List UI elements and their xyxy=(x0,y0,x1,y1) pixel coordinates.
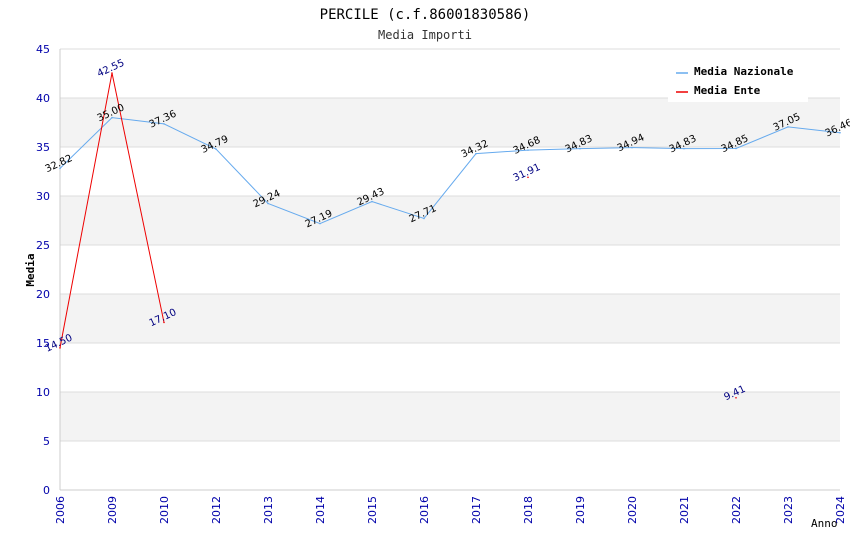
x-tick-label: 2019 xyxy=(574,496,587,524)
y-tick-label: 20 xyxy=(36,288,50,301)
x-tick-label: 2021 xyxy=(678,496,691,524)
data-point-media-nazionale xyxy=(683,147,685,150)
x-tick-label: 2014 xyxy=(314,496,327,524)
data-point-media-ente xyxy=(111,72,113,74)
data-point-media-nazionale xyxy=(267,202,269,205)
chart-title: PERCILE (c.f.86001830586) xyxy=(320,7,531,23)
data-point-media-ente xyxy=(59,347,61,349)
x-tick-label: 2009 xyxy=(106,496,119,524)
data-point-media-nazionale xyxy=(787,126,789,128)
legend: Media Nazionale Media Ente xyxy=(668,60,808,102)
data-point-media-nazionale xyxy=(527,149,529,151)
x-tick-label: 2024 xyxy=(834,496,847,524)
series-line-media-nazionale xyxy=(59,117,841,225)
data-point-media-nazionale xyxy=(423,217,425,220)
data-point-media-nazionale xyxy=(59,167,61,170)
y-axis-label: Media xyxy=(24,253,37,286)
y-tick-label: 0 xyxy=(43,484,50,497)
grid-band xyxy=(60,98,840,147)
series-layer xyxy=(59,72,841,399)
y-tick-label: 40 xyxy=(36,92,50,105)
grid-bands xyxy=(60,49,840,490)
data-point-media-nazionale xyxy=(111,116,113,119)
x-tick-label: 2015 xyxy=(366,496,379,524)
grid-band xyxy=(60,392,840,441)
y-tick-label: 25 xyxy=(36,239,50,252)
data-point-media-nazionale xyxy=(579,147,581,150)
y-tick-label: 35 xyxy=(36,141,50,154)
y-tick-label: 10 xyxy=(36,386,50,399)
data-point-media-nazionale xyxy=(839,131,841,134)
x-ticks: 2006 2009 2010 2012 2013 2014 2015 2016 2017 2018… xyxy=(54,496,847,524)
grid-band xyxy=(60,245,840,294)
x-tick-label: 2010 xyxy=(158,496,171,524)
y-tick-label: 15 xyxy=(36,337,50,350)
chart-subtitle: Media Importi xyxy=(378,28,472,42)
x-tick-label: 2016 xyxy=(418,496,431,524)
x-tick-label: 2022 xyxy=(730,496,743,524)
x-axis-label: Anno xyxy=(811,517,838,530)
x-tick-label: 2006 xyxy=(54,496,67,524)
data-point-media-nazionale xyxy=(475,152,477,155)
x-tick-label: 2017 xyxy=(470,496,483,524)
x-tick-label: 2012 xyxy=(210,496,223,524)
x-tick-label: 2020 xyxy=(626,496,639,524)
data-point-media-nazionale xyxy=(371,200,373,203)
x-tick-label: 2018 xyxy=(522,496,535,524)
y-ticks: 0 5 10 15 20 25 30 35 40 45 xyxy=(36,43,50,497)
grid-band xyxy=(60,441,840,490)
gridlines xyxy=(60,48,840,491)
grid-band xyxy=(60,294,840,343)
grid-band xyxy=(60,196,840,245)
y-tick-label: 5 xyxy=(43,435,50,448)
data-point-media-ente xyxy=(163,321,165,324)
data-point-media-nazionale xyxy=(163,123,165,125)
legend-box xyxy=(668,60,808,102)
data-point-media-nazionale xyxy=(215,148,217,150)
x-tick-label: 2023 xyxy=(782,496,795,524)
data-point-media-ente xyxy=(735,396,737,399)
legend-label-media-nazionale: Media Nazionale xyxy=(694,65,794,78)
data-point-media-nazionale xyxy=(631,146,633,149)
data-point-media-nazionale xyxy=(319,222,321,225)
data-point-media-nazionale xyxy=(735,147,737,150)
x-tick-label: 2013 xyxy=(262,496,275,524)
grid-band xyxy=(60,343,840,392)
data-point-media-ente xyxy=(527,176,529,179)
y-tick-label: 30 xyxy=(36,190,50,203)
y-tick-label: 45 xyxy=(36,43,50,56)
legend-label-media-ente: Media Ente xyxy=(694,84,761,97)
grid-band xyxy=(60,147,840,196)
